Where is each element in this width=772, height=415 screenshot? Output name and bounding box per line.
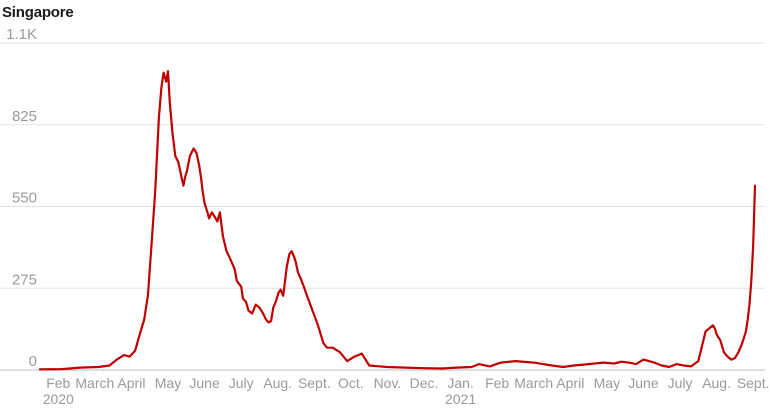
x-year-label: 2020 <box>43 391 74 407</box>
x-tick-label: Nov. <box>374 375 402 391</box>
x-tick-label: July <box>668 375 693 391</box>
x-tick-label: Feb <box>46 375 70 391</box>
x-tick-label: March <box>514 375 553 391</box>
series-layer <box>38 70 757 371</box>
x-tick-label: June <box>189 375 220 391</box>
y-tick-label: 275 <box>12 271 37 288</box>
y-tick-label: 550 <box>12 190 37 207</box>
x-tick-label: April <box>117 375 145 391</box>
x-tick-label: April <box>556 375 584 391</box>
x-tick-label: March <box>75 375 114 391</box>
chart-title: Singapore <box>2 4 74 21</box>
x-tick-label: Aug. <box>263 375 292 391</box>
x-axis-ticks: Feb March April May June July Aug. Sept. Oct. Nov… <box>43 375 770 407</box>
x-tick-label: May <box>155 375 181 391</box>
x-tick-label: May <box>594 375 620 391</box>
y-tick-label: 0 <box>29 353 37 370</box>
y-tick-label: 825 <box>12 108 37 125</box>
gridlines <box>0 42 765 371</box>
x-tick-label: Dec. <box>410 375 439 391</box>
x-tick-label: Feb <box>485 375 509 391</box>
y-tick-label: 1.1K <box>6 26 37 43</box>
x-year-label: 2021 <box>445 391 476 407</box>
x-tick-label: Oct. <box>338 375 364 391</box>
x-tick-label: June <box>628 375 659 391</box>
x-tick-label: Sept. <box>737 375 770 391</box>
x-tick-label: Jan. <box>447 375 473 391</box>
series-line-0 <box>38 70 757 371</box>
x-tick-label: July <box>229 375 254 391</box>
y-axis-ticks: 0 275 550 825 1.1K <box>6 26 37 370</box>
x-tick-label: Sept. <box>298 375 331 391</box>
x-tick-label: Aug. <box>702 375 731 391</box>
